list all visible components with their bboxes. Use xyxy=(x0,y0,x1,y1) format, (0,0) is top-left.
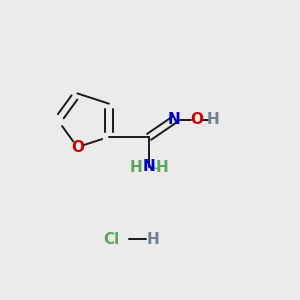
Text: H: H xyxy=(207,112,219,127)
Text: O: O xyxy=(190,112,203,127)
Text: O: O xyxy=(71,140,84,154)
Text: N: N xyxy=(168,112,181,127)
Text: Cl: Cl xyxy=(103,232,119,247)
Text: H: H xyxy=(147,232,159,247)
Text: H: H xyxy=(155,160,168,175)
Text: H: H xyxy=(129,160,142,175)
Text: N: N xyxy=(143,159,155,174)
